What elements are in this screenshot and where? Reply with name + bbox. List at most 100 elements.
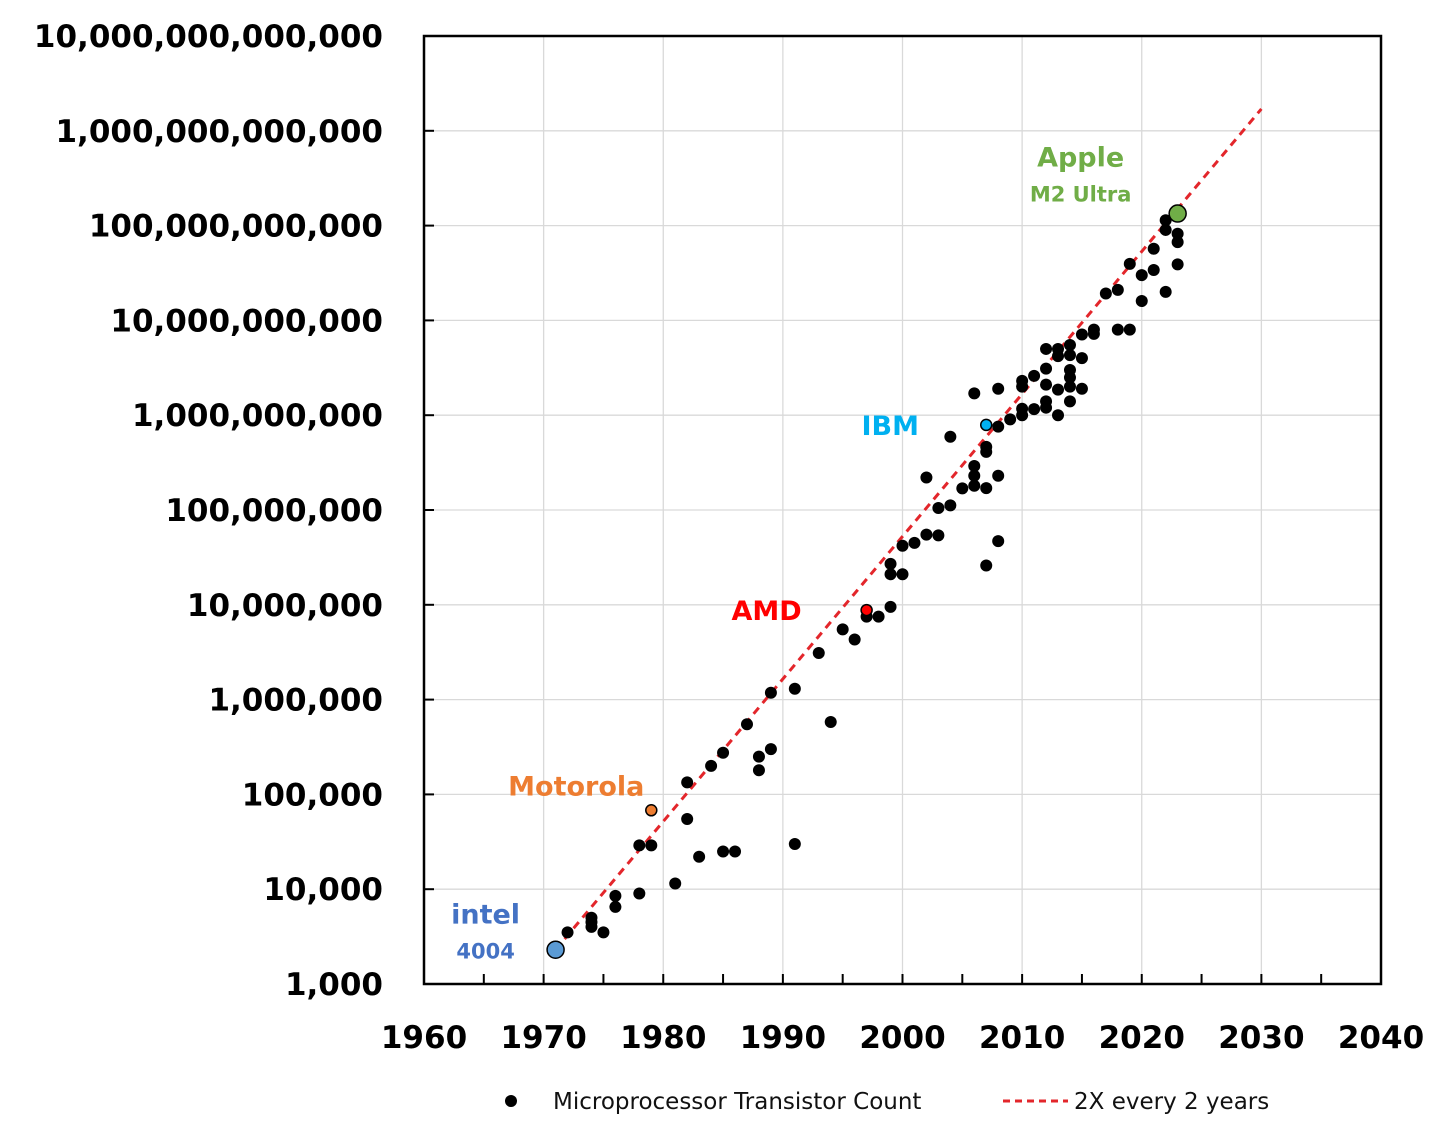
- data-point: [1004, 413, 1017, 426]
- data-point: [992, 535, 1005, 548]
- data-point: [956, 482, 969, 495]
- highlight-marker: [1168, 204, 1187, 223]
- data-point: [1016, 380, 1029, 393]
- y-tick-label: 1,000,000,000,000: [55, 114, 383, 150]
- data-point: [693, 850, 706, 863]
- x-tick-label: 2030: [1218, 1020, 1304, 1056]
- y-tick-label: 1,000,000,000: [132, 398, 383, 434]
- data-point: [1063, 395, 1076, 408]
- data-point: [932, 501, 945, 514]
- data-point: [920, 528, 933, 541]
- data-point: [1028, 369, 1041, 382]
- data-point: [908, 536, 921, 549]
- data-point: [1123, 323, 1136, 336]
- data-point: [752, 750, 765, 763]
- legend: Microprocessor Transistor Count 2X every…: [505, 1089, 1269, 1115]
- highlight-marker: [546, 940, 565, 959]
- data-point: [1171, 236, 1184, 249]
- data-point: [968, 460, 981, 473]
- data-point: [1028, 403, 1041, 416]
- data-point: [980, 559, 993, 572]
- data-point: [609, 900, 622, 913]
- y-tick-label: 100,000: [242, 777, 383, 813]
- x-tick-label: 1970: [500, 1020, 586, 1056]
- data-point: [1171, 227, 1184, 240]
- highlight-marker: [645, 804, 658, 817]
- highlight-label: Apple: [1037, 143, 1124, 174]
- highlight-label: AMD: [732, 596, 802, 627]
- x-tick-label: 2000: [859, 1020, 945, 1056]
- data-point: [561, 926, 574, 939]
- data-point: [968, 387, 981, 400]
- trend-line-2x-every-2-years: [554, 107, 1263, 951]
- data-point: [597, 926, 610, 939]
- data-point: [1052, 350, 1065, 363]
- data-point: [1159, 285, 1172, 298]
- data-point: [1016, 409, 1029, 422]
- data-point: [812, 647, 825, 660]
- data-point: [1063, 380, 1076, 393]
- y-tick-label: 1,000,000: [208, 683, 383, 719]
- data-point: [585, 920, 598, 933]
- data-point: [1111, 283, 1124, 296]
- data-point: [980, 482, 993, 495]
- data-point: [872, 610, 885, 623]
- x-tick-label: 1980: [620, 1020, 706, 1056]
- highlight-marker: [979, 418, 993, 432]
- data-point: [980, 440, 993, 453]
- x-tick-label: 2040: [1338, 1020, 1424, 1056]
- data-point: [1040, 362, 1053, 375]
- highlight-marker: [860, 603, 873, 617]
- highlight-label: Motorola: [508, 771, 644, 802]
- data-point: [884, 568, 897, 581]
- data-point: [944, 430, 957, 443]
- data-point: [788, 682, 801, 695]
- data-point: [1063, 371, 1076, 384]
- y-tick-label: 100,000,000,000: [89, 209, 383, 245]
- data-point: [848, 633, 861, 646]
- data-point: [729, 845, 742, 858]
- data-point: [609, 889, 622, 902]
- data-point: [717, 845, 730, 858]
- data-point: [968, 479, 981, 492]
- x-axis-tick-labels: 1960 1970 1980 1990 2000 2010 2020 2030 2040: [381, 974, 1424, 1056]
- data-point: [1075, 328, 1088, 341]
- data-point: [992, 469, 1005, 482]
- data-point: [1147, 264, 1160, 277]
- data-point: [1159, 223, 1172, 236]
- data-point: [1075, 352, 1088, 365]
- x-tick-label: 1960: [381, 1020, 467, 1056]
- data-point: [1159, 214, 1172, 227]
- data-point: [824, 716, 837, 729]
- data-point: [705, 759, 718, 772]
- data-point: [884, 557, 897, 570]
- data-point: [1075, 382, 1088, 395]
- data-point: [1135, 295, 1148, 308]
- highlight-sublabel: 4004: [456, 940, 514, 964]
- data-point: [788, 837, 801, 850]
- y-tick-label: 10,000: [263, 872, 383, 908]
- data-point: [633, 887, 646, 900]
- plot-frame: [422, 34, 1383, 986]
- data-point: [896, 568, 909, 581]
- y-tick-label: 10,000,000,000,000: [34, 19, 383, 55]
- data-point: [1099, 287, 1112, 300]
- data-points: [561, 214, 1184, 939]
- data-point: [1135, 269, 1148, 282]
- data-point: [1063, 339, 1076, 352]
- x-tick-label: 1990: [740, 1020, 826, 1056]
- data-point: [1040, 342, 1053, 355]
- highlight-label: IBM: [861, 411, 919, 442]
- data-point: [717, 746, 730, 759]
- data-point: [1052, 409, 1065, 422]
- data-point: [752, 764, 765, 777]
- data-point: [1040, 378, 1053, 391]
- data-point: [1087, 327, 1100, 340]
- data-point: [992, 382, 1005, 395]
- data-point: [944, 499, 957, 512]
- data-point: [764, 686, 777, 699]
- data-point: [1063, 349, 1076, 362]
- data-point: [884, 600, 897, 613]
- highlighted-chips: intel 4004 Motorola AMD IBM Apple M2 Ultra: [451, 143, 1187, 964]
